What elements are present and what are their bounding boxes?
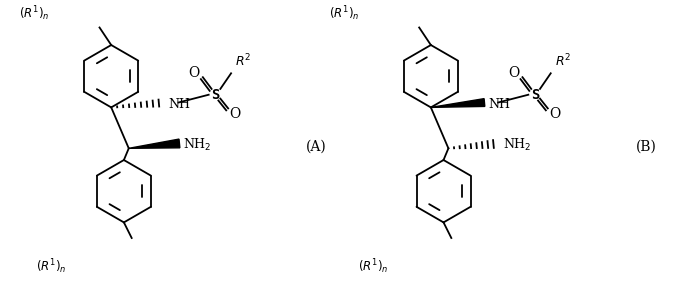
Text: $(R^1)_n$: $(R^1)_n$ [19, 4, 49, 22]
Text: $(R^1)_n$: $(R^1)_n$ [329, 4, 359, 22]
Text: O: O [508, 66, 519, 80]
Text: $R^2$: $R^2$ [235, 53, 251, 69]
Text: O: O [549, 107, 560, 121]
Text: O: O [230, 107, 241, 121]
Text: NH: NH [169, 98, 191, 111]
Polygon shape [431, 99, 485, 107]
Polygon shape [128, 139, 180, 148]
Text: NH$_2$: NH$_2$ [503, 137, 532, 154]
Text: $(R^1)_n$: $(R^1)_n$ [358, 257, 388, 276]
Text: NH$_2$: NH$_2$ [184, 137, 212, 154]
Text: (B): (B) [635, 139, 656, 153]
Text: S: S [531, 88, 540, 102]
Text: $R^2$: $R^2$ [555, 53, 571, 69]
Text: $(R^1)_n$: $(R^1)_n$ [36, 257, 67, 276]
Text: O: O [188, 66, 200, 80]
Text: NH: NH [489, 98, 510, 111]
Text: (A): (A) [306, 139, 327, 153]
Text: S: S [211, 88, 220, 102]
